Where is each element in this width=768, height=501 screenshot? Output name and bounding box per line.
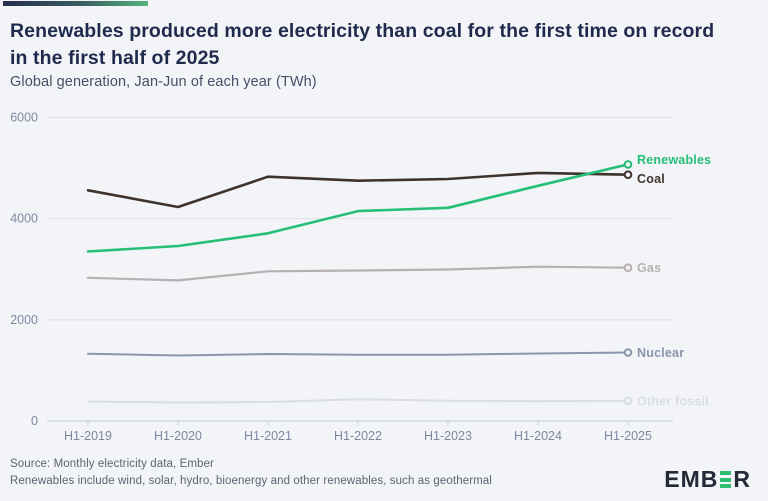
x-axis-label-H1-2022: H1-2022 [334, 429, 382, 443]
series-endpoint-marker [623, 348, 633, 357]
x-axis-label-H1-2023: H1-2023 [424, 429, 472, 443]
series-line [86, 163, 630, 253]
series-endpoint-marker [623, 263, 633, 273]
x-axis-label-H1-2021: H1-2021 [244, 429, 292, 443]
series-nuclear: Nuclear [87, 346, 684, 360]
x-axis-label-H1-2019: H1-2019 [64, 429, 112, 443]
series-endpoint-marker [623, 160, 633, 169]
series-line [87, 351, 629, 357]
ember-logo: EMB R [664, 466, 751, 493]
footer-source: Source: Monthly electricity data, Ember [10, 458, 214, 470]
y-axis-label-0: 0 [31, 414, 38, 428]
chart-footer: Source: Monthly electricity data, Ember … [10, 456, 492, 490]
ember-logo-green-e-icon [720, 471, 732, 488]
series-endpoint-marker [623, 396, 633, 406]
footer-note: Renewables include wind, solar, hydro, b… [10, 475, 492, 487]
series-other-fossil: Other fossil [87, 394, 709, 408]
accent-gradient-bar [3, 1, 148, 6]
y-axis-label-4000: 4000 [10, 212, 38, 226]
series-line [87, 398, 629, 404]
y-axis-label-2000: 2000 [10, 313, 38, 327]
series-line [86, 171, 630, 209]
x-axis-label-H1-2024: H1-2024 [514, 429, 562, 443]
series-label: Gas [637, 261, 661, 275]
series-label: Coal [637, 172, 665, 186]
series-coal: Coal [86, 170, 665, 209]
page-title: Renewables produced more electricity tha… [10, 20, 715, 69]
series-endpoint-marker [623, 170, 633, 179]
y-axis-label-6000: 6000 [10, 111, 38, 125]
x-axis-label-H1-2025: H1-2025 [604, 429, 652, 443]
series-line [86, 265, 630, 282]
x-axis-label-H1-2020: H1-2020 [154, 429, 202, 443]
series-renewables: Renewables [86, 153, 711, 253]
series-label: Renewables [637, 153, 711, 167]
chart-subtitle: Global generation, Jan-Jun of each year … [10, 74, 317, 90]
series-label: Other fossil [637, 394, 709, 408]
series-gas: Gas [86, 261, 661, 282]
ember-logo-text-right: R [733, 466, 751, 492]
series-label: Nuclear [637, 346, 684, 360]
ember-logo-text-left: EMB [664, 466, 719, 492]
